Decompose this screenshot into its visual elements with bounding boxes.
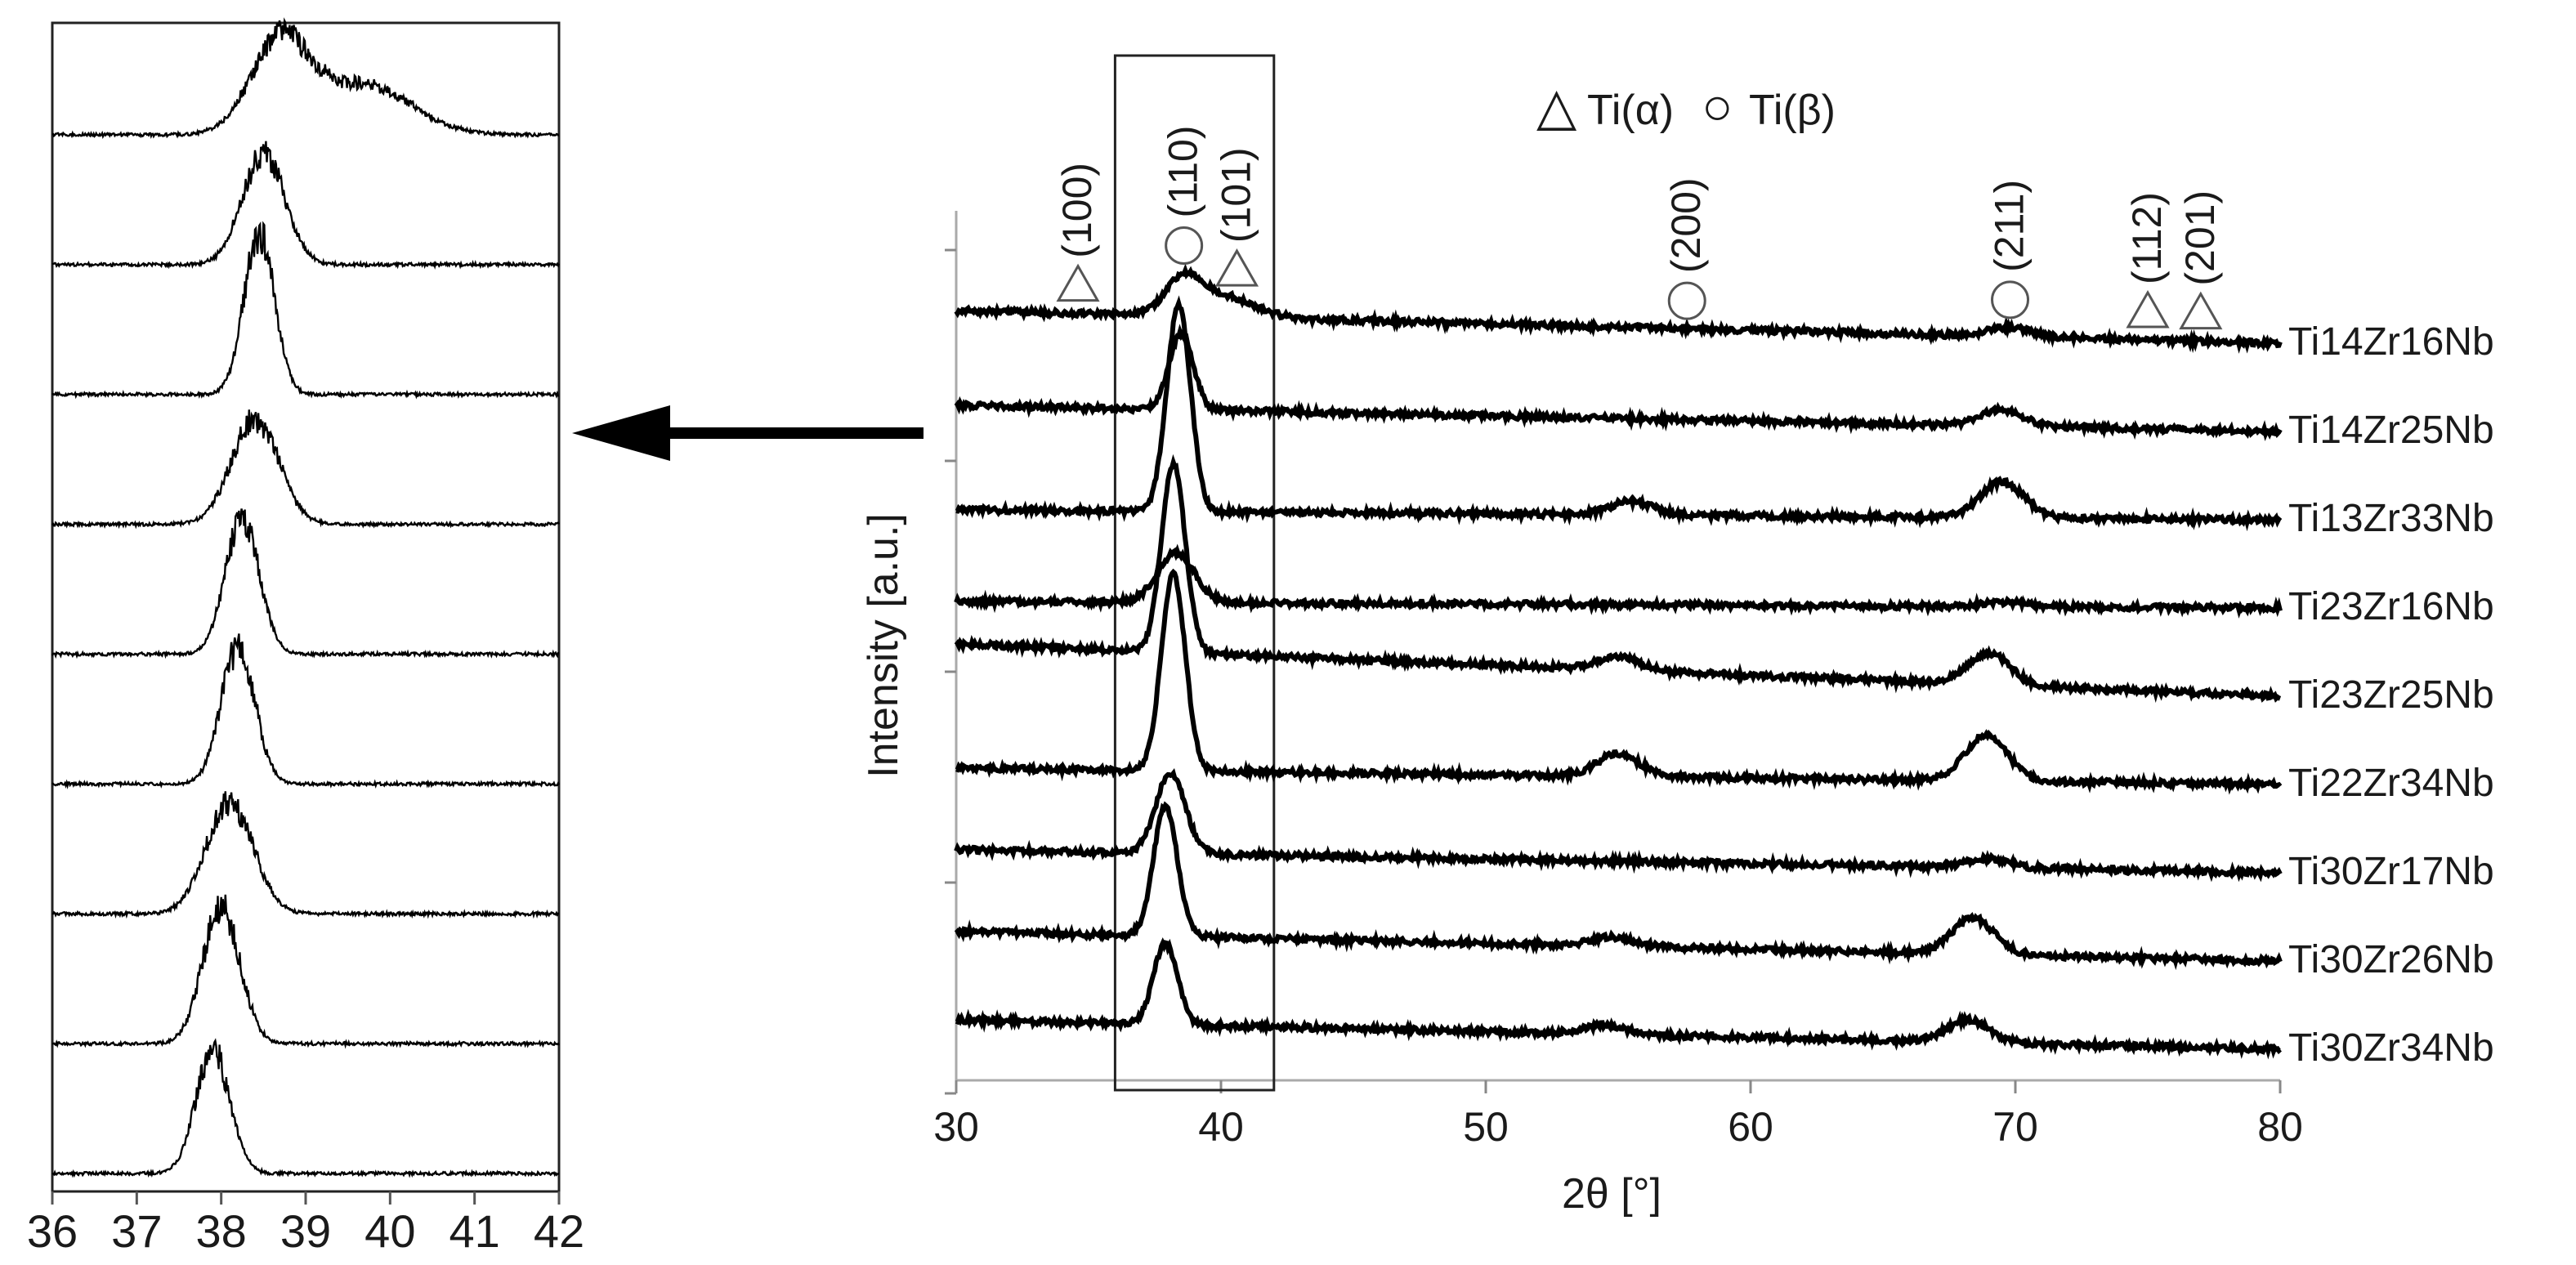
peak-hkl-label: (211) [1987,180,2033,272]
x-tick-label-40: 40 [1198,1104,1244,1150]
legend-beta-symbol: ○ [1702,77,1733,136]
peak-112-alpha: (112) [2124,192,2170,329]
series-label-ti13zr33nb: Ti13Zr33Nb [2288,497,2494,540]
x-tick-label-60: 60 [1728,1104,1773,1150]
zoom-trace-ti23zr16nb [51,409,561,530]
x-tick-label-70: 70 [1992,1104,2038,1150]
legend-alpha-label: Ti(α) [1587,87,1674,134]
peak-101-alpha: (101) [1213,147,1259,287]
zoom-x-tick-label-39: 39 [280,1205,331,1257]
series-label-ti22zr34nb: Ti22Zr34Nb [2288,762,2494,805]
x-axis-title: 2θ [°] [1562,1170,1661,1218]
peak-hkl-label: (112) [2124,192,2170,284]
y-axis-ticks [945,248,956,1095]
zoom-trace-ti22zr34nb [51,633,561,789]
x-tick-label-30: 30 [933,1104,979,1150]
peak-hkl-label: (110) [1161,125,1206,217]
series-label-ti14zr25nb: Ti14Zr25Nb [2288,409,2494,452]
peak-200-beta: (200) [1663,177,1709,320]
zoom-trace-ti30zr34nb [51,1038,559,1178]
zoom-trace-ti30zr17nb [51,791,560,919]
trace-ti23zr25nb [954,454,2282,704]
peak-hkl-label: (201) [2177,190,2223,286]
peak-110-beta: (110) [1161,125,1206,265]
triangle-icon [2179,291,2223,330]
series-labels: Ti14Zr16Nb Ti14Zr25Nb Ti13Zr33Nb Ti23Zr16Nb… [2288,320,2494,1070]
series-label-ti30zr26nb: Ti30Zr26Nb [2288,938,2494,981]
trace-ti30zr26nb [954,801,2283,971]
y-axis-title: Intensity [a.u.] [860,513,907,778]
series-label-ti30zr34nb: Ti30Zr34Nb [2288,1026,2494,1070]
zoom-trace-ti13zr33nb [51,221,560,400]
circle-icon [1991,280,2030,320]
circle-icon [1667,281,1706,320]
peak-211-beta: (211) [1987,180,2033,320]
trace-ti13zr33nb [955,295,2283,532]
main-traces [954,263,2283,1060]
legend-beta-label: Ti(β) [1749,87,1836,134]
zoom-x-tick-label-37: 37 [111,1205,162,1257]
zoom-x-tick-label-42: 42 [534,1205,584,1257]
phase-legend: △ Ti(α) ○ Ti(β) [1536,77,1836,136]
peak-100-alpha: (100) [1054,163,1100,302]
circle-icon [1165,226,1204,265]
zoom-trace-ti30zr26nb [51,894,561,1049]
zoom-arrow-head [572,405,670,461]
legend-alpha-symbol: △ [1536,77,1577,136]
highlight-range-box [1113,54,1276,1092]
zoom-x-tick-label-41: 41 [449,1205,500,1257]
zoom-x-tick-label-36: 36 [27,1205,78,1257]
zoom-panel-frame [51,21,561,1193]
zoom-traces [51,17,561,1178]
peak-201-alpha: (201) [2177,190,2223,330]
peak-hkl-label: (101) [1213,147,1259,243]
series-label-ti14zr16nb: Ti14Zr16Nb [2288,320,2494,364]
trace-ti22zr34nb [955,568,2283,795]
trace-ti30zr17nb [954,768,2283,883]
trace-ti30zr34nb [955,937,2282,1060]
series-label-ti30zr17nb: Ti30Zr17Nb [2288,850,2494,893]
zoom-x-tick-label-38: 38 [196,1205,247,1257]
peak-annotations: (100) (110) (101) (200) (211) (112) (201) [1054,125,2223,330]
zoom-x-tick-label-40: 40 [364,1205,415,1257]
series-label-ti23zr16nb: Ti23Zr16Nb [2288,585,2494,628]
zoom-trace-ti14zr25nb [51,141,561,270]
trace-ti23zr16nb [954,543,2283,619]
peak-hkl-label: (100) [1054,163,1100,258]
x-tick-label-50: 50 [1463,1104,1509,1150]
main-x-axis: 30 40 50 60 70 80 [933,1080,2303,1150]
series-label-ti23zr25nb: Ti23Zr25Nb [2288,673,2494,717]
triangle-icon [1056,263,1100,302]
x-tick-label-80: 80 [2257,1104,2303,1150]
triangle-icon [1214,248,1259,287]
trace-ti14zr16nb [954,263,2283,354]
zoom-trace-ti23zr25nb [51,508,560,659]
trace-ti14zr25nb [954,324,2283,441]
zoom-trace-ti14zr16nb [51,17,560,140]
zoom-x-axis: 36 37 38 39 40 41 42 [27,1191,584,1257]
peak-hkl-label: (200) [1663,177,1709,273]
triangle-icon [2126,289,2170,329]
